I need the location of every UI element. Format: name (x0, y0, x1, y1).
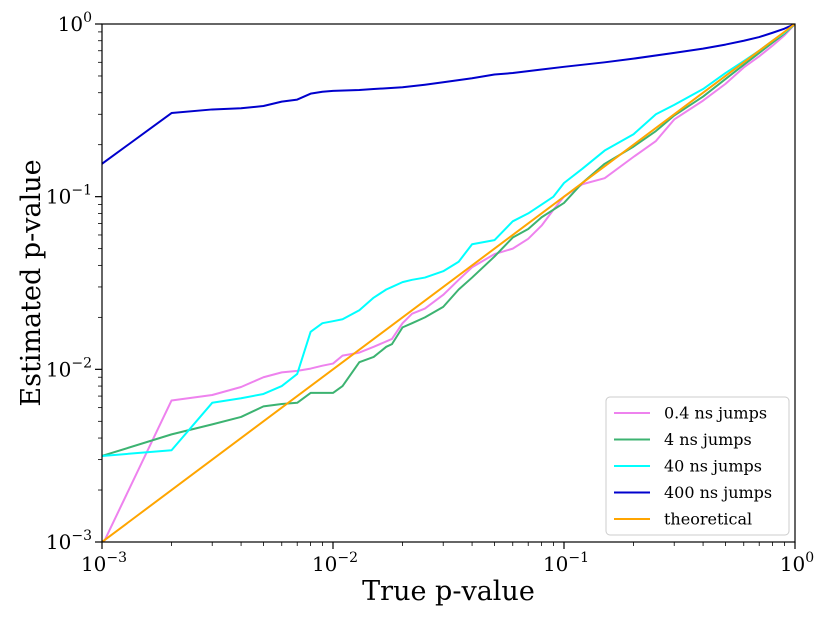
y-tick-label-3-base: 10 (58, 12, 83, 36)
y-tick-label-2: 10−1 (46, 183, 92, 209)
series-line-0 (102, 24, 795, 542)
legend-label-4: theoretical (664, 510, 752, 529)
x-axis-label: True p-value (362, 576, 535, 607)
y-tick-label-0-exponent: −3 (71, 528, 92, 544)
x-tick-label-1-exponent: −2 (337, 550, 358, 566)
y-tick-label-2-exponent: −1 (71, 183, 92, 199)
series-line-2 (102, 24, 795, 457)
y-tick-label-1-base: 10 (46, 357, 71, 381)
x-tick-label-3: 100 (780, 550, 814, 576)
legend-label-1: 4 ns jumps (664, 430, 752, 449)
y-tick-label-0-base: 10 (46, 530, 71, 554)
x-tick-label-0-exponent: −3 (106, 550, 127, 566)
x-tick-label-0-base: 10 (81, 552, 106, 576)
y-tick-label-1: 10−2 (46, 355, 92, 381)
legend-box (605, 396, 790, 536)
series-line-4 (102, 24, 795, 542)
x-tick-label-1: 10−2 (312, 550, 358, 576)
y-tick-label-3-exponent: 0 (83, 10, 92, 26)
series-line-3 (102, 24, 795, 165)
x-tick-label-3-base: 10 (780, 552, 805, 576)
x-tick-label-1-base: 10 (312, 552, 337, 576)
x-tick-label-2: 10−1 (543, 550, 589, 576)
legend-label-0: 0.4 ns jumps (664, 404, 767, 423)
x-tick-label-2-exponent: −1 (568, 550, 589, 566)
y-tick-label-2-base: 10 (46, 185, 71, 209)
y-tick-label-0: 10−3 (46, 528, 92, 554)
series-group (102, 24, 795, 542)
y-axis-label: Estimated p-value (16, 159, 47, 406)
x-tick-label-0: 10−3 (81, 550, 127, 576)
x-tick-label-2-base: 10 (543, 552, 568, 576)
series-line-1 (102, 24, 795, 457)
legend-label-2: 40 ns jumps (664, 457, 762, 476)
x-tick-label-3-exponent: 0 (805, 550, 814, 566)
y-tick-label-1-exponent: −2 (71, 355, 92, 371)
plot-frame (101, 23, 796, 543)
legend-label-3: 400 ns jumps (664, 483, 772, 502)
y-tick-label-3: 100 (58, 10, 92, 36)
legend: 0.4 ns jumps 4 ns jumps 40 ns jumps 400 ns … (605, 396, 790, 536)
